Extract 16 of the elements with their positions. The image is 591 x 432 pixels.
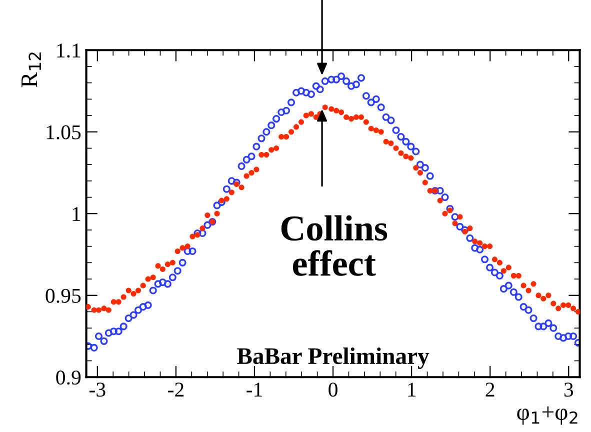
y-tick-label: 1.1 [57, 44, 80, 58]
x-axis-title: φ$_{1}$+φ$_{2}$ [517, 406, 578, 425]
y-tick-label: 1.05 [46, 125, 81, 140]
x-tick-label: -3 [90, 382, 106, 397]
x-tick-label: 3 [564, 382, 574, 397]
y-tick-label: 1 [72, 207, 80, 221]
x-tick-label: -1 [246, 382, 262, 396]
y-tick-label: 0.9 [56, 370, 81, 385]
y-tick-label: 0.95 [46, 288, 81, 303]
annotation: Collins effect [281, 215, 388, 276]
x-tick-label: -2 [168, 382, 184, 396]
x-tick-label: 2 [486, 382, 494, 396]
x-tick-label: 0 [328, 382, 338, 397]
annotation: BaBar Preliminary [237, 347, 430, 369]
y-axis-title: R$_{12}$ [22, 52, 41, 88]
x-tick-label: 1 [408, 382, 416, 396]
